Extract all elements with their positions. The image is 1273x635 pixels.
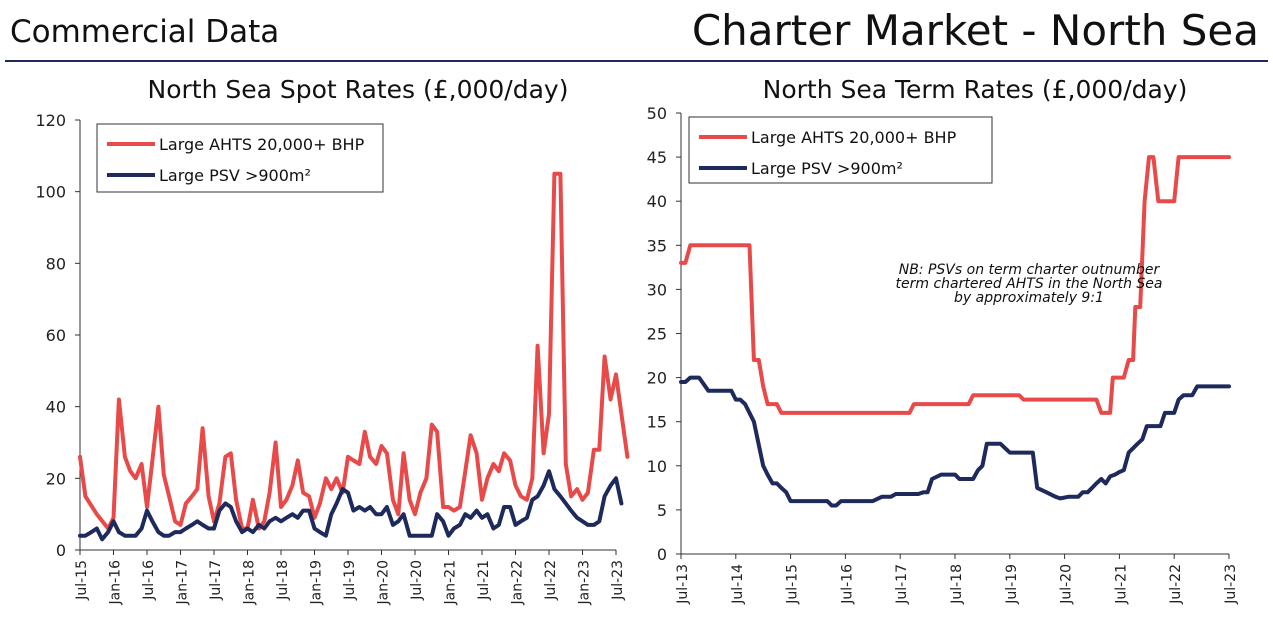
legend-label: Large AHTS 20,000+ BHP [751, 128, 957, 147]
x-tick-label: Jul-22 [543, 560, 559, 601]
y-tick-label: 5 [657, 501, 667, 520]
x-tick-label: Jan-19 [309, 560, 325, 605]
x-tick-label: Jul-19 [342, 560, 358, 601]
x-tick-label: Jul-15 [74, 560, 90, 601]
header-divider [5, 60, 1268, 62]
x-tick-label: Jul-18 [949, 564, 965, 605]
y-tick-label: 25 [647, 325, 667, 344]
term-psv-line [679, 375, 1231, 508]
legend-box [96, 123, 384, 193]
spot-chart-title: North Sea Spot Rates (£,000/day) [148, 75, 569, 104]
x-tick-label: Jan-16 [108, 560, 124, 606]
y-tick-label: 60 [46, 326, 66, 345]
x-tick-label: Jul-17 [208, 560, 224, 601]
x-tick-label: Jan-21 [443, 560, 459, 605]
y-tick-label: 30 [647, 280, 667, 299]
y-tick-label: 35 [647, 236, 667, 255]
y-tick-label: 20 [46, 469, 66, 488]
x-tick-label: Jul-23 [1223, 564, 1239, 605]
x-tick-label: Jan-23 [577, 560, 593, 605]
legend-label: Large PSV >900m² [751, 159, 903, 178]
annotation-text: term chartered AHTS in the North Sea [896, 276, 1163, 292]
y-tick-label: 50 [647, 104, 667, 123]
y-tick-label: 45 [647, 148, 667, 167]
x-tick-label: Jan-17 [175, 560, 191, 605]
y-tick-label: 20 [647, 369, 667, 388]
x-tick-label: Jan-20 [376, 560, 392, 605]
x-tick-label: Jul-21 [1113, 564, 1129, 605]
annotation-text: by approximately 9:1 [954, 290, 1104, 306]
x-tick-label: Jul-16 [839, 564, 855, 605]
spot-rates-chart: North Sea Spot Rates (£,000/day) 0 20 40 60 8… [35, 75, 630, 606]
x-tick-label: Jan-22 [510, 560, 526, 605]
x-tick-label: Jul-21 [476, 560, 492, 601]
y-tick-label: 80 [46, 254, 66, 273]
x-tick-label: Jul-23 [610, 560, 626, 601]
y-tick-label: 100 [35, 183, 66, 202]
spot-psv-line [78, 469, 624, 542]
x-tick-label: Jul-20 [1059, 564, 1075, 605]
x-tick-label: Jul-13 [675, 564, 691, 605]
term-ahts-line [679, 155, 1231, 415]
x-tick-label: Jul-19 [1004, 564, 1020, 605]
x-tick-label: Jul-18 [275, 560, 291, 601]
y-tick-label: 0 [56, 541, 66, 560]
term-rates-chart: North Sea Term Rates (£,000/day) 0 5 10 15 20… [647, 75, 1239, 605]
x-tick-label: Jul-22 [1168, 564, 1184, 605]
page-title: Charter Market - North Sea [691, 6, 1259, 55]
x-tick-label: Jul-14 [730, 564, 746, 605]
legend-label: Large PSV >900m² [159, 166, 311, 185]
y-tick-label: 40 [46, 398, 66, 417]
legend-label: Large AHTS 20,000+ BHP [159, 135, 365, 154]
x-tick-label: Jul-15 [785, 564, 801, 605]
y-tick-label: 10 [647, 457, 667, 476]
spot-ahts-line [78, 171, 630, 531]
x-tick-label: Jul-20 [409, 560, 425, 601]
y-tick-label: 15 [647, 413, 667, 432]
y-tick-label: 40 [647, 192, 667, 211]
y-tick-label: 120 [35, 111, 66, 130]
x-tick-label: Jul-16 [141, 560, 157, 601]
y-tick-label: 0 [657, 545, 667, 564]
legend-box [688, 116, 993, 184]
section-title: Commercial Data [10, 14, 280, 50]
annotation-text: NB: PSVs on term charter outnumber [899, 262, 1161, 278]
x-tick-label: Jul-17 [894, 564, 910, 605]
term-chart-title: North Sea Term Rates (£,000/day) [763, 75, 1188, 104]
x-tick-label: Jan-18 [242, 560, 258, 605]
